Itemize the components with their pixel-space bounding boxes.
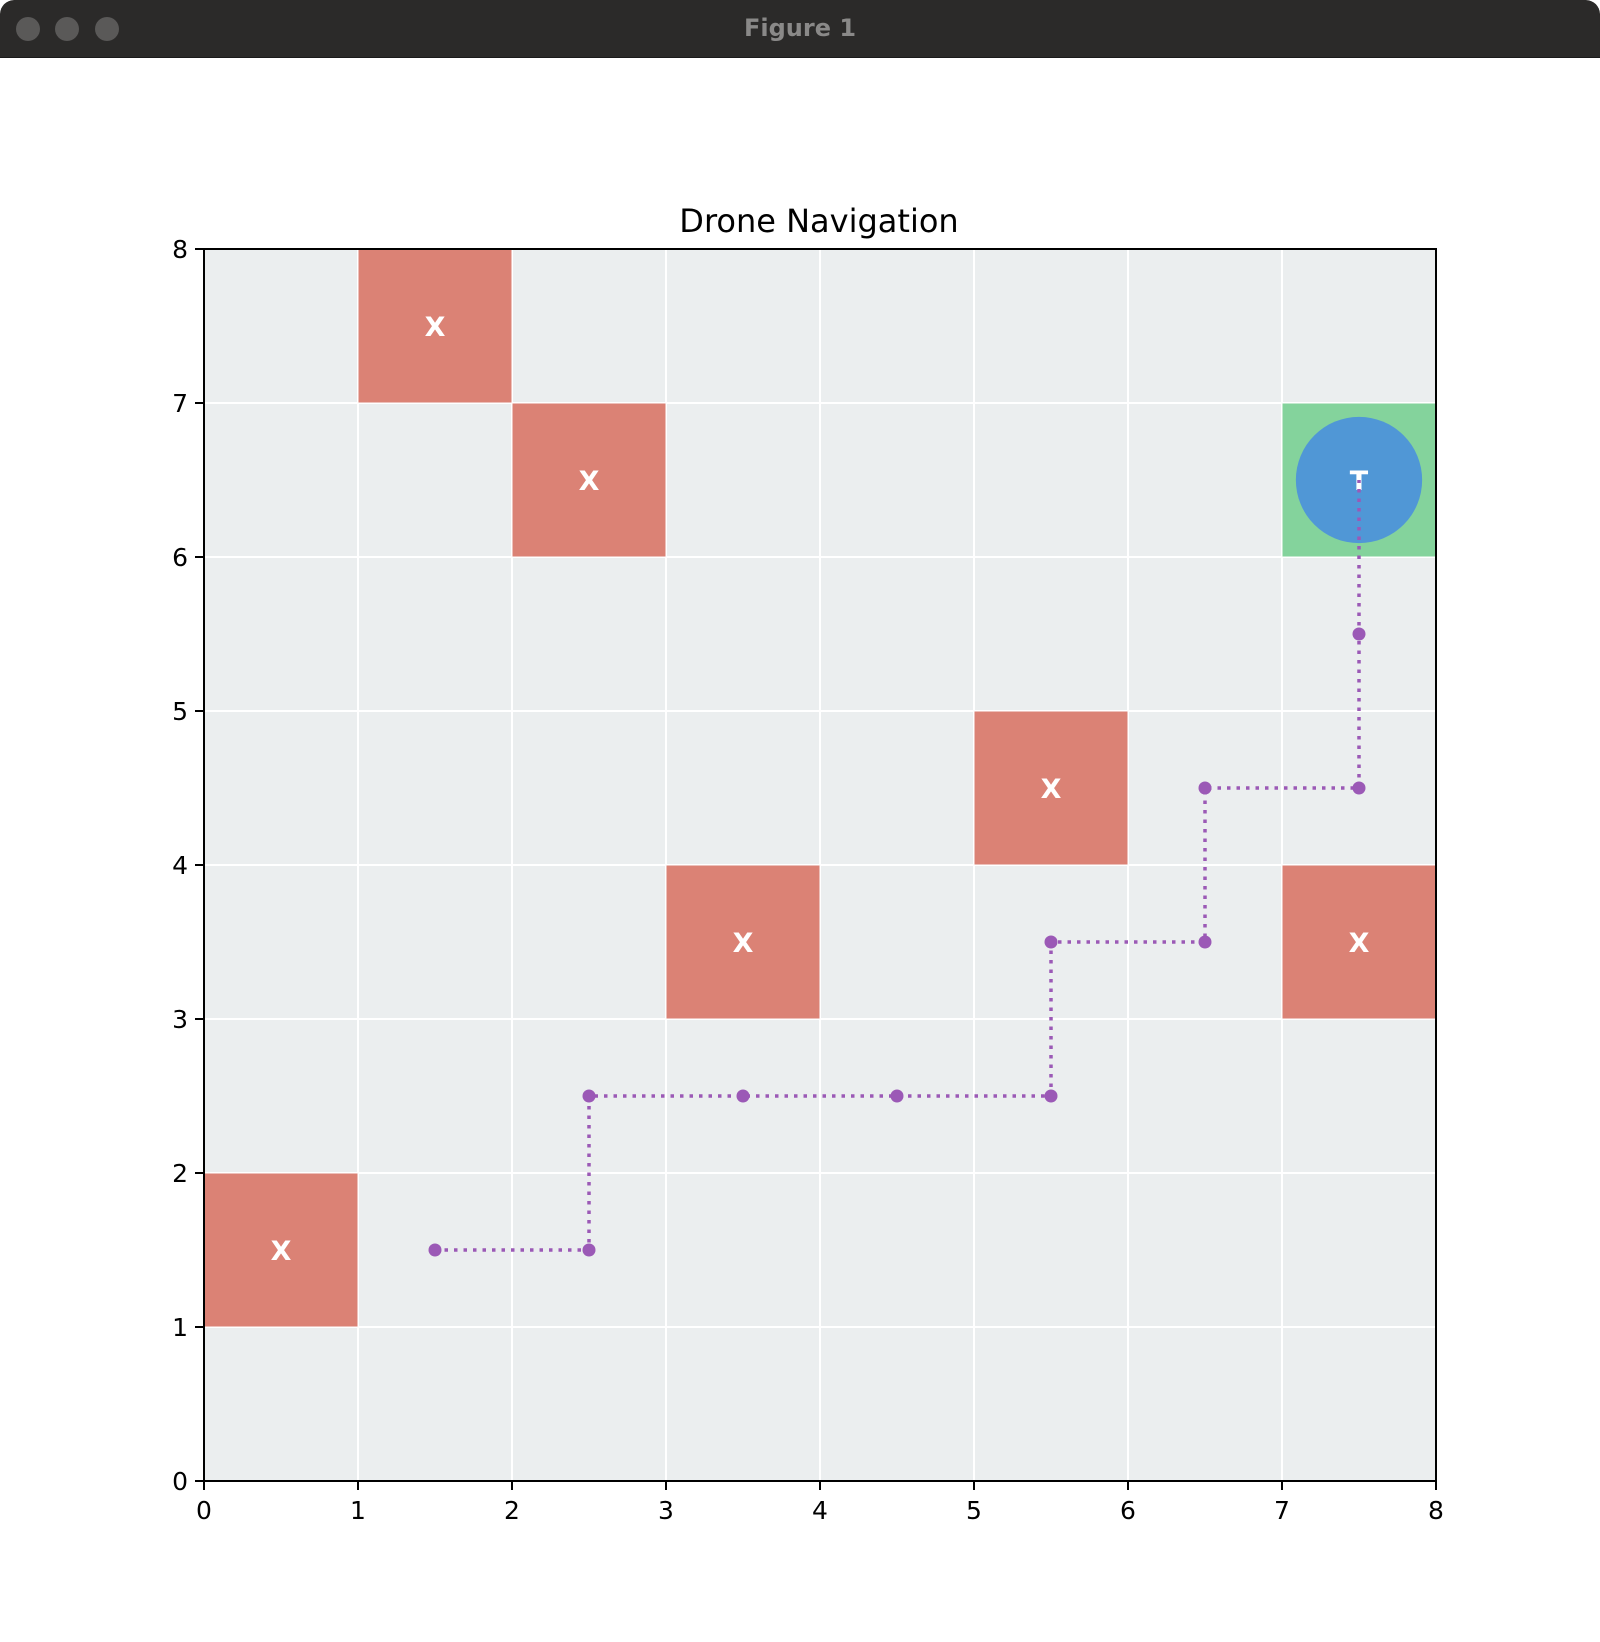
y-tick-label: 5 <box>172 697 188 726</box>
x-tick-label: 2 <box>504 1496 520 1525</box>
obstacle-cell <box>203 1172 359 1328</box>
path-line <box>435 480 1361 1252</box>
path-point <box>890 1089 904 1103</box>
path-point <box>582 1089 596 1103</box>
obstacle-label: X <box>1349 928 1370 959</box>
x-tick-label: 6 <box>1120 1496 1136 1525</box>
x-tick-label: 0 <box>196 1496 212 1525</box>
x-axis: 0 1 2 3 4 5 6 7 8 <box>196 1481 1444 1525</box>
window-title: Figure 1 <box>743 14 857 42</box>
path-point <box>1352 781 1366 795</box>
path-point <box>1198 781 1212 795</box>
obstacle-cell <box>357 248 513 404</box>
obstacle-label: X <box>1041 774 1062 805</box>
y-tick-label: 0 <box>172 1467 188 1496</box>
close-window-button[interactable] <box>16 17 40 41</box>
obstacle-cell <box>511 402 667 558</box>
minimize-window-button[interactable] <box>55 17 79 41</box>
obstacle-cell <box>973 710 1129 866</box>
path-point <box>736 1089 750 1103</box>
x-tick-label: 7 <box>1274 1496 1290 1525</box>
path-point <box>1044 1089 1058 1103</box>
chart-title: Drone Navigation <box>679 202 958 240</box>
y-axis: 0 1 2 3 4 5 6 7 8 <box>172 235 204 1496</box>
x-tick-label: 4 <box>812 1496 828 1525</box>
obstacle-label: X <box>425 312 446 343</box>
path-point <box>1044 935 1058 949</box>
obstacle-label: X <box>733 928 754 959</box>
x-tick-label: 1 <box>350 1496 366 1525</box>
y-tick-label: 6 <box>172 543 188 572</box>
y-tick-label: 7 <box>172 389 188 418</box>
obstacle-label: X <box>579 466 600 497</box>
x-tick-label: 5 <box>966 1496 982 1525</box>
y-tick-label: 2 <box>172 1159 188 1188</box>
obstacle-label: X <box>271 1236 292 1267</box>
zoom-window-button[interactable] <box>95 17 119 41</box>
y-tick-label: 4 <box>172 851 188 880</box>
window-titlebar: Figure 1 <box>0 0 1600 58</box>
x-tick-label: 8 <box>1428 1496 1444 1525</box>
path-point <box>1198 935 1212 949</box>
path-point <box>582 1243 596 1257</box>
path-point <box>428 1243 442 1257</box>
x-tick-label: 3 <box>658 1496 674 1525</box>
y-tick-label: 3 <box>172 1005 188 1034</box>
obstacle-cell <box>1281 864 1437 1020</box>
path-point <box>1352 627 1366 641</box>
y-tick-label: 8 <box>172 235 188 264</box>
obstacle-cell <box>665 864 821 1020</box>
y-tick-label: 1 <box>172 1313 188 1342</box>
